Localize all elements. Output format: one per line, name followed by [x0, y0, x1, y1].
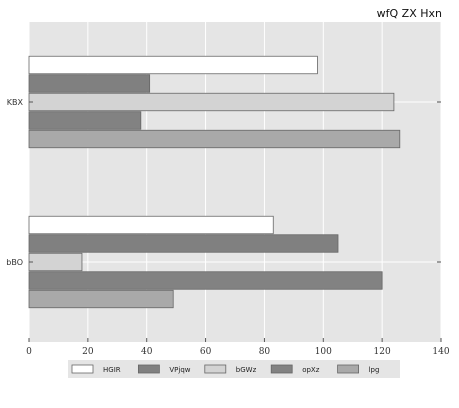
legend: HGIR VPjqw bGWz opXz lpg	[68, 360, 400, 378]
chart-title: wfQ ZX Hxn	[377, 7, 442, 20]
x-tick-label: 120	[374, 347, 391, 357]
bar-VPjqw-KBX	[28, 74, 151, 93]
legend-swatch-opXz	[270, 364, 293, 374]
bar-opXz-KBX	[28, 111, 142, 130]
legend-label-HGIR: HGIR	[103, 366, 121, 374]
legend-label-opXz: opXz	[302, 366, 320, 374]
bars	[28, 55, 401, 309]
x-tick-label: 20	[82, 347, 94, 357]
y-category-label: KBX	[7, 98, 24, 107]
legend-swatch-bGWz	[204, 364, 227, 374]
bar-lpg-bBO	[28, 289, 174, 309]
bar-HGIR-bBO	[28, 215, 274, 235]
x-tick-label: 0	[26, 347, 32, 357]
legend-label-VPjqw: VPjqw	[169, 366, 190, 374]
y-category-label: bBO	[6, 258, 23, 267]
bar-bGWz-bBO	[28, 252, 83, 272]
y-axis: KBX bBO	[6, 98, 441, 267]
bar-lpg-KBX	[28, 129, 401, 149]
bar-HGIR-KBX	[28, 55, 318, 75]
x-tick-label: 80	[259, 347, 271, 357]
x-tick-label: 140	[432, 347, 449, 357]
x-axis: 0 20 40 60 80 100 120 140	[26, 338, 450, 357]
legend-label-lpg: lpg	[369, 366, 380, 374]
bar-bGWz-KBX	[28, 92, 395, 112]
legend-swatch-VPjqw	[137, 364, 160, 374]
legend-swatch-HGIR	[71, 364, 94, 374]
x-tick-label: 60	[200, 347, 212, 357]
bar-opXz-bBO	[28, 271, 383, 290]
bar-VPjqw-bBO	[28, 234, 339, 253]
legend-swatch-lpg	[337, 364, 360, 374]
legend-label-bGWz: bGWz	[236, 366, 257, 374]
legend-box	[68, 360, 400, 378]
x-tick-label: 100	[315, 347, 332, 357]
x-tick-label: 40	[141, 347, 153, 357]
